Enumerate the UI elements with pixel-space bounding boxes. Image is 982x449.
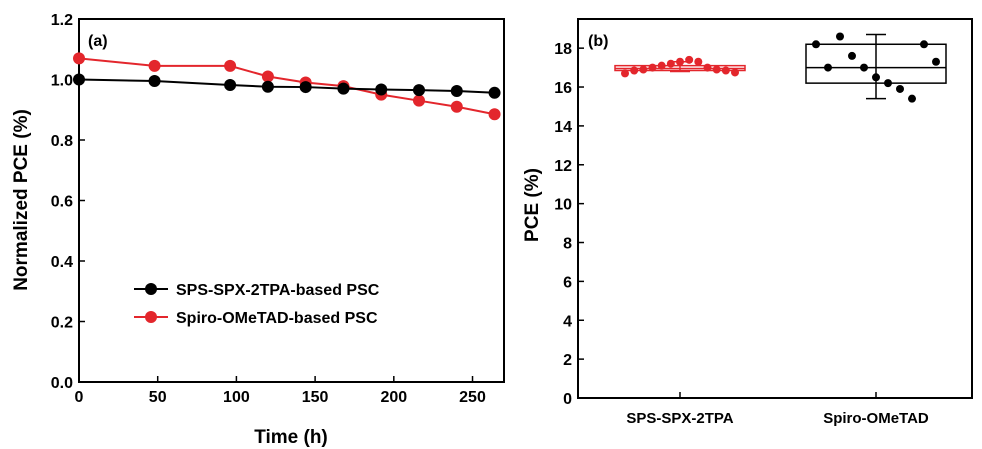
box-data-point xyxy=(648,63,657,72)
data-point-series-1 xyxy=(375,83,388,96)
y-tick-label: 2 xyxy=(563,352,572,369)
panel-b-x-axis: SPS-SPX-2TPA Spiro-OMeTAD xyxy=(626,392,929,427)
x-tick-label: 150 xyxy=(302,389,329,406)
x-tick-label: Spiro-OMeTAD xyxy=(823,410,929,427)
data-point-series-2 xyxy=(224,59,237,72)
panel-b-label: (b) xyxy=(588,33,608,50)
panel-a-legend: SPS-SPX-2TPA-based PSC Spiro-OMeTAD-base… xyxy=(134,282,380,327)
panel-a-x-axis-title: Time (h) xyxy=(254,427,328,448)
box-data-point xyxy=(836,32,844,41)
box-data-point xyxy=(860,63,868,72)
x-tick-label: SPS-SPX-2TPA xyxy=(626,410,733,427)
box-data-point xyxy=(731,68,739,77)
x-tick-label: 0 xyxy=(75,389,84,406)
panel-a-x-axis: 0 50 100 150 200 250 xyxy=(75,376,486,406)
legend-swatch-marker-series-1 xyxy=(145,283,157,295)
panel-a-label: (a) xyxy=(88,33,108,50)
box-1 xyxy=(614,55,746,78)
y-tick-label: 8 xyxy=(563,236,572,253)
panel-b-boxes xyxy=(614,32,947,103)
x-tick-label: 100 xyxy=(223,389,250,406)
y-tick-label: 0.4 xyxy=(51,254,73,271)
data-point-series-2 xyxy=(488,108,501,121)
panel-a-y-axis: 0.0 0.2 0.4 0.6 0.8 1.0 1.2 xyxy=(51,12,85,392)
x-tick-label: 250 xyxy=(459,389,486,406)
panel-a-series xyxy=(73,52,501,121)
data-point-series-1 xyxy=(261,80,274,93)
box-data-point xyxy=(932,57,940,66)
box-data-point xyxy=(694,57,703,66)
data-point-series-1 xyxy=(337,82,350,95)
box-data-point xyxy=(896,84,904,93)
legend-label-series-1: SPS-SPX-2TPA-based PSC xyxy=(176,282,380,299)
series-line-1 xyxy=(78,78,495,94)
data-point-series-2 xyxy=(450,100,463,113)
box-data-point xyxy=(824,63,832,72)
x-tick-label: 50 xyxy=(149,389,167,406)
box-data-point xyxy=(872,73,880,82)
box-data-point xyxy=(920,40,928,49)
box-data-point xyxy=(884,79,892,88)
box-data-point xyxy=(666,59,675,68)
box-data-point xyxy=(848,51,856,60)
box-data-point xyxy=(712,65,721,74)
series-line-2 xyxy=(78,57,495,116)
box-data-point xyxy=(812,40,820,49)
legend-swatch-marker-series-2 xyxy=(145,311,157,323)
box-data-point xyxy=(721,66,730,75)
panel-b: (b) 0 2 4 6 8 10 12 14 16 18 SPS-SPX-2TPA Spiro-OM… xyxy=(522,18,973,427)
y-tick-label: 16 xyxy=(554,80,572,97)
y-tick-label: 0.8 xyxy=(51,133,73,150)
data-point-series-2 xyxy=(261,70,274,83)
x-tick-label: 200 xyxy=(380,389,407,406)
data-point-series-1 xyxy=(73,73,85,86)
y-tick-label: 0.6 xyxy=(51,194,73,211)
panel-b-frame xyxy=(577,18,973,399)
box-data-point xyxy=(908,94,916,103)
panel-a-y-axis-title: Normalized PCE (%) xyxy=(11,109,32,291)
box-data-point xyxy=(630,66,639,75)
data-point-series-1 xyxy=(450,84,463,97)
box-2 xyxy=(805,32,947,103)
y-tick-label: 1.2 xyxy=(51,12,73,29)
data-point-series-2 xyxy=(413,94,425,107)
y-tick-label: 12 xyxy=(554,158,572,175)
box-data-point xyxy=(621,69,629,78)
y-tick-label: 18 xyxy=(554,41,572,58)
y-tick-label: 10 xyxy=(554,197,572,214)
box-data-point xyxy=(657,61,666,70)
y-tick-label: 4 xyxy=(563,313,572,330)
box-data-point xyxy=(685,55,694,64)
y-tick-label: 6 xyxy=(563,274,572,291)
data-point-series-1 xyxy=(299,81,312,94)
panel-b-y-axis: 0 2 4 6 8 10 12 14 16 18 xyxy=(554,41,584,408)
data-point-series-2 xyxy=(73,52,85,65)
y-tick-label: 0.0 xyxy=(51,375,73,392)
data-point-series-2 xyxy=(148,59,161,72)
y-tick-label: 0 xyxy=(563,391,572,408)
panel-a: (a) 0 50 100 150 200 250 0.0 0.2 0.4 0.6 0.8 1.0 1.… xyxy=(11,12,505,448)
data-point-series-1 xyxy=(148,75,161,88)
legend-label-series-2: Spiro-OMeTAD-based PSC xyxy=(176,310,378,327)
data-point-series-1 xyxy=(413,84,425,97)
y-tick-label: 0.2 xyxy=(51,315,73,332)
box-body xyxy=(805,43,947,84)
box-data-point xyxy=(639,65,648,74)
y-tick-label: 14 xyxy=(554,119,572,136)
box-data-point xyxy=(676,57,684,66)
data-point-series-1 xyxy=(224,78,237,91)
data-point-series-1 xyxy=(488,86,501,99)
y-tick-label: 1.0 xyxy=(51,73,73,90)
panel-a-frame xyxy=(78,18,505,383)
box-data-point xyxy=(703,63,712,72)
panel-b-y-axis-title: PCE (%) xyxy=(522,168,543,242)
